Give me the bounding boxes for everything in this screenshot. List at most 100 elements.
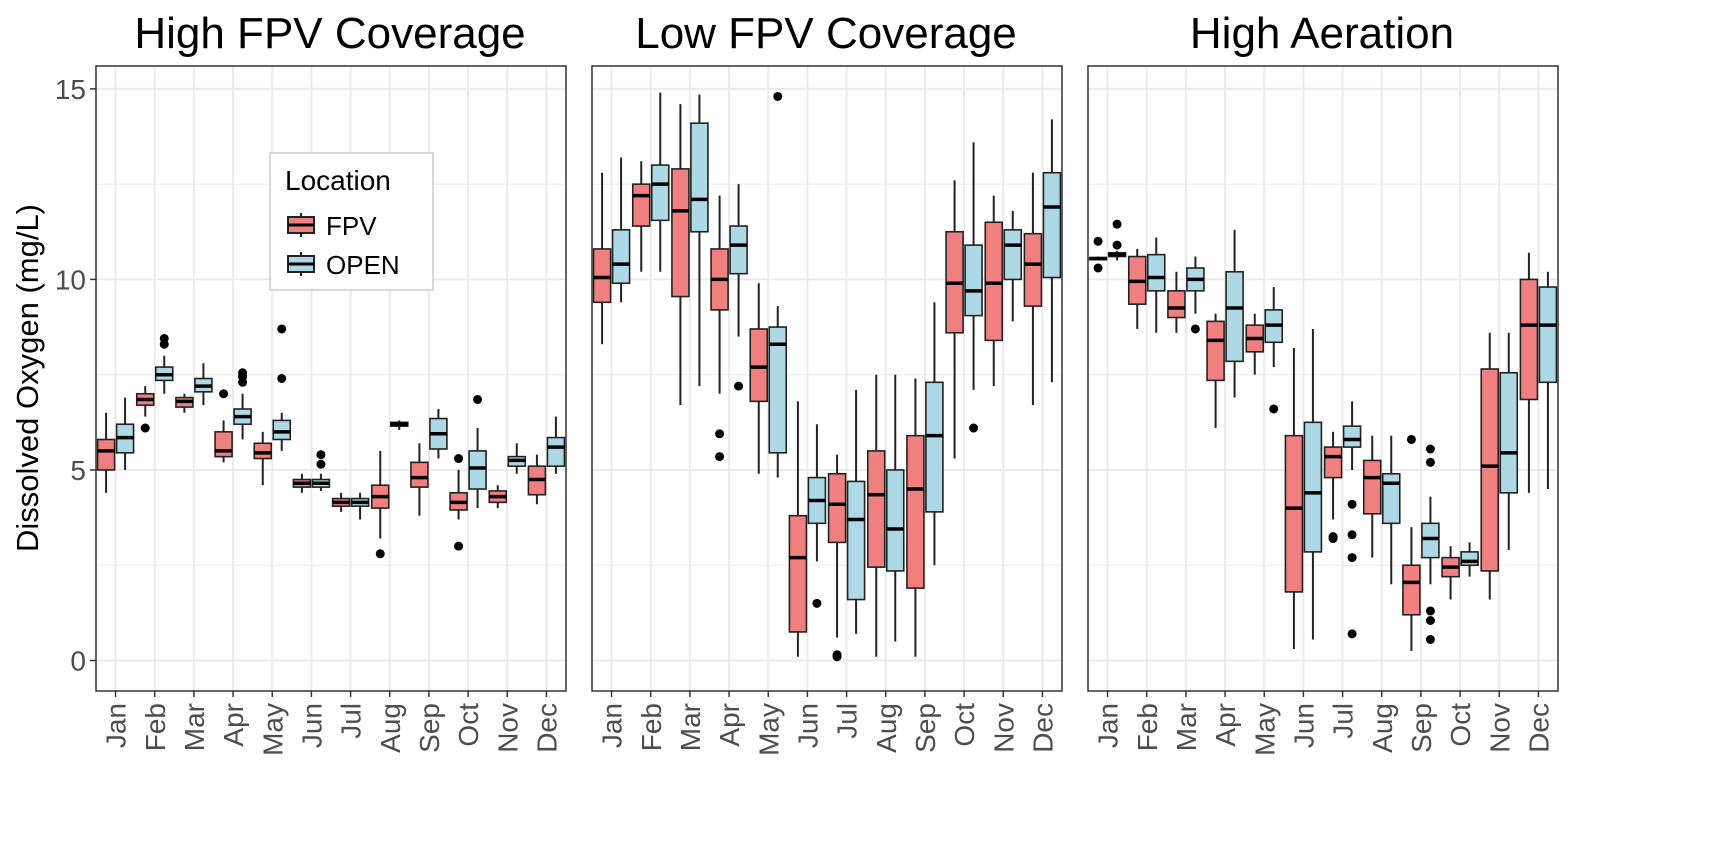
outlier-point: [969, 423, 979, 433]
panel-title: High FPV Coverage: [134, 9, 525, 58]
box-body: [925, 381, 944, 513]
x-tick-label: Apr: [218, 703, 249, 747]
box-fpv-sep: [906, 378, 925, 657]
outlier-point: [454, 454, 464, 464]
legend-label-fpv: FPV: [326, 211, 377, 241]
box-body: [1284, 434, 1304, 593]
box-open-oct: [1460, 542, 1479, 577]
box-body: [631, 183, 651, 227]
box-body: [1342, 425, 1362, 448]
box-open-jun: [1303, 328, 1323, 640]
x-tick-label: Mar: [675, 703, 706, 751]
outlier-point: [832, 650, 842, 660]
box-open-dec: [1042, 119, 1062, 383]
box-fpv-mar: [671, 104, 690, 406]
box-fpv-nov: [1480, 332, 1500, 600]
y-axis-label: Dissolved Oxygen (mg/L): [10, 204, 45, 552]
outlier-point: [1093, 263, 1103, 273]
x-tick-label: Apr: [1210, 703, 1241, 747]
box-body: [410, 461, 429, 488]
box-open-feb: [154, 333, 174, 394]
box-open-jan: [611, 157, 631, 303]
box-open-nov: [1003, 210, 1023, 322]
outlier-point: [316, 450, 326, 460]
outlier-point: [1406, 434, 1416, 444]
box-open-jul: [1342, 401, 1362, 639]
outlier-point: [1347, 530, 1357, 540]
outlier-point: [316, 459, 326, 469]
x-tick-label: Aug: [375, 703, 406, 753]
box-body: [1042, 171, 1062, 279]
box-fpv-jul: [1323, 431, 1343, 544]
box-fpv-oct: [449, 454, 468, 551]
y-tick-label: 10: [55, 264, 86, 295]
box-body: [1167, 290, 1186, 319]
box-body: [984, 221, 1004, 342]
box-open-apr: [233, 368, 252, 440]
outlier-point: [1347, 499, 1357, 509]
outlier-point: [219, 389, 229, 399]
x-tick-label: May: [1249, 703, 1280, 756]
x-tick-label: Dec: [531, 703, 562, 753]
outlier-point: [1093, 236, 1103, 246]
panel-frame: [1087, 65, 1559, 692]
panel-title: Low FPV Coverage: [635, 9, 1017, 58]
box-body: [1402, 564, 1421, 616]
x-tick-label: Mar: [1171, 703, 1202, 751]
box-body: [611, 229, 631, 285]
plot-background: [1088, 66, 1558, 691]
x-tick-label: Dec: [1523, 703, 1554, 753]
x-tick-label: Dec: [1027, 703, 1058, 753]
outlier-point: [277, 374, 287, 383]
box-body: [1460, 551, 1479, 567]
y-tick-label: 0: [70, 646, 86, 677]
outlier-point: [1190, 324, 1200, 334]
outlier-point: [715, 452, 725, 462]
x-tick-label: Sep: [910, 703, 941, 753]
outlier-point: [1425, 444, 1435, 454]
box-fpv-jan: [592, 172, 612, 345]
box-open-dec: [1538, 271, 1558, 490]
legend: Location FPV OPEN: [269, 152, 434, 291]
x-tick-label: Sep: [414, 703, 445, 753]
box-open-dec: [546, 416, 566, 474]
box-body: [96, 438, 116, 471]
outlier-point: [375, 549, 385, 559]
legend-label-open: OPEN: [326, 250, 400, 280]
box-fpv-mar: [1167, 271, 1186, 333]
outlier-point: [1112, 240, 1122, 250]
box-open-oct: [964, 142, 983, 433]
box-body: [671, 168, 690, 298]
box-fpv-jun: [788, 401, 808, 657]
box-body: [788, 514, 808, 633]
x-tick-label: Aug: [871, 703, 902, 753]
box-open-jul: [846, 389, 866, 634]
box-fpv-sep: [410, 443, 429, 516]
box-body: [1146, 253, 1166, 292]
box-fpv-nov: [488, 485, 508, 509]
panel-high-aeration: High Aeration Jan Feb Mar Apr May Jun Jul Aug Se…: [1087, 9, 1559, 756]
box-open-feb: [650, 92, 670, 272]
x-tick-label: Jul: [336, 703, 367, 739]
x-tick-label: Jul: [1328, 703, 1359, 739]
box-fpv-oct: [1441, 546, 1460, 600]
box-open-apr: [729, 184, 748, 391]
box-fpv-feb: [631, 161, 651, 272]
outlier-point: [238, 368, 248, 378]
legend-key-open: [287, 252, 315, 276]
box-fpv-dec: [1023, 172, 1043, 406]
box-body: [1303, 421, 1323, 553]
box-open-jan: [115, 397, 135, 470]
box-body: [253, 442, 273, 460]
x-tick-label: Apr: [714, 703, 745, 747]
box-open-jun: [807, 424, 827, 608]
x-tick-label: Jun: [296, 703, 327, 748]
box-fpv-sep: [1402, 434, 1421, 651]
box-open-apr: [1225, 229, 1244, 398]
panel-frame: [591, 65, 1063, 692]
box-open-aug: [885, 374, 905, 642]
box-open-sep: [925, 302, 944, 566]
outlier-point: [1269, 404, 1279, 414]
outlier-point: [1347, 629, 1357, 639]
x-tick-label: Mar: [179, 703, 210, 751]
